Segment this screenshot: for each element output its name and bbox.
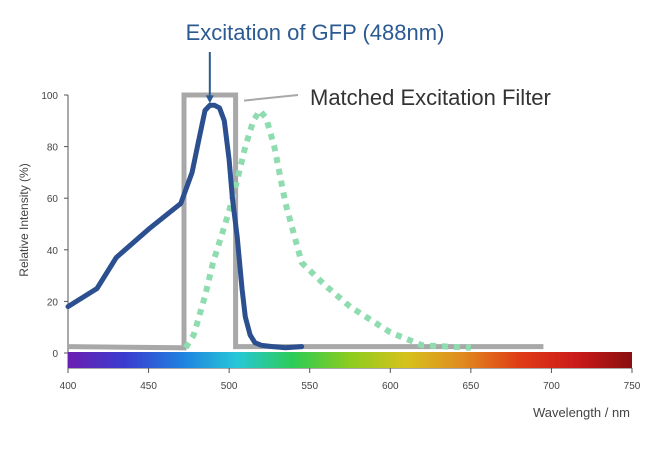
- y-tick-label: 80: [47, 143, 59, 154]
- series-emission-dotted-curve: [183, 107, 472, 351]
- y-tick-label: 20: [47, 297, 59, 308]
- chart-title: Excitation of GFP (488nm): [186, 20, 445, 45]
- y-axis-ticks: 0 20 40 60 80 100: [41, 91, 68, 360]
- filter-label-pointer-line: [243, 94, 299, 102]
- x-tick-label: 600: [382, 381, 399, 392]
- title-arrow-head: [205, 95, 214, 104]
- y-tick-label: 40: [47, 246, 59, 257]
- annotation-matched-filter: Matched Excitation Filter: [310, 85, 551, 110]
- series-matched-excitation-filter: [67, 92, 544, 351]
- y-tick-label: 100: [41, 91, 58, 102]
- y-axis-label: Relative Intensity (%): [17, 163, 31, 276]
- x-axis-label: Wavelength / nm: [533, 405, 630, 420]
- y-tick-label: 0: [52, 349, 58, 360]
- x-tick-label: 400: [60, 381, 77, 392]
- x-tick-label: 500: [221, 381, 238, 392]
- x-axis-ticks: 400 450 500 550 600 650 700 750: [60, 368, 641, 392]
- wavelength-spectrum-bar: [68, 352, 632, 368]
- series-gfp-excitation-curve: [65, 102, 305, 351]
- x-tick-label: 700: [543, 381, 560, 392]
- x-tick-label: 750: [624, 381, 641, 392]
- annotation-layer: [205, 52, 299, 104]
- y-tick-label: 60: [47, 194, 59, 205]
- x-tick-label: 450: [140, 381, 157, 392]
- x-tick-label: 650: [463, 381, 480, 392]
- series-layer: [65, 92, 544, 351]
- x-tick-label: 550: [301, 381, 318, 392]
